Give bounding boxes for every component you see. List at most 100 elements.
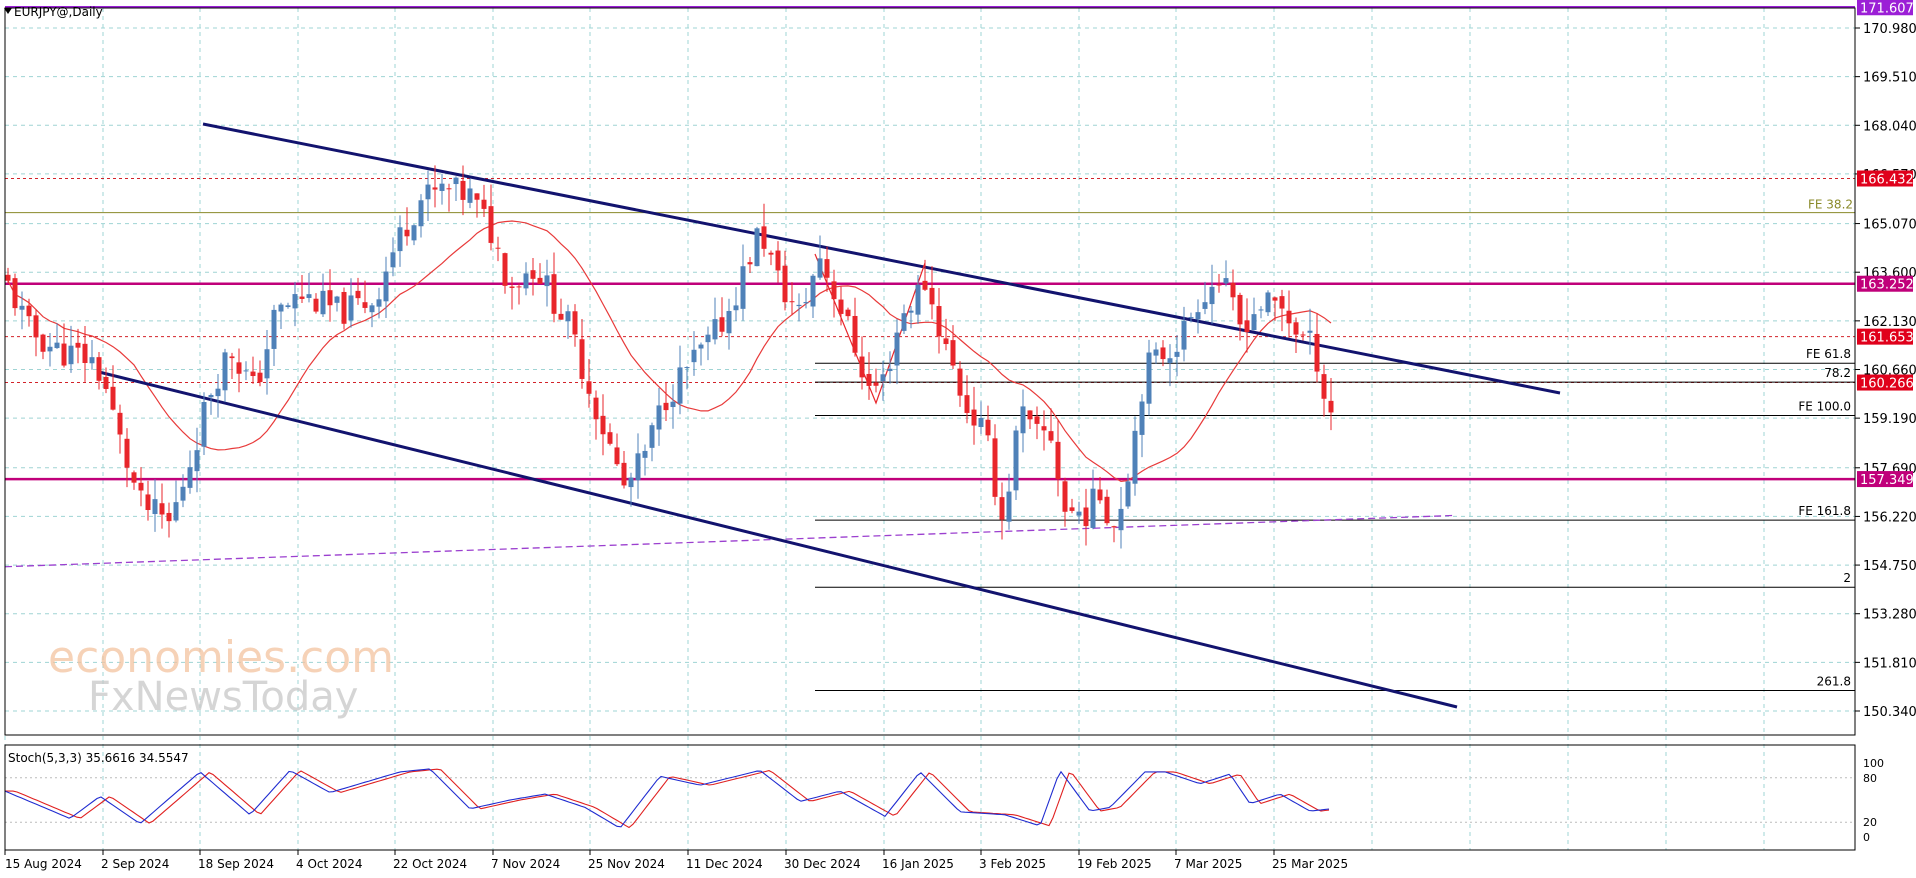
candle-bull <box>348 295 354 321</box>
level-label: 157.349 <box>1860 473 1914 488</box>
candle-bull <box>642 450 648 458</box>
level-label: 163.252 <box>1860 278 1914 293</box>
candle-bull <box>1153 349 1159 356</box>
date-tick-label: 25 Mar 2025 <box>1272 857 1348 871</box>
price-tick-label: 162.130 <box>1863 315 1916 330</box>
candle-bear <box>495 247 501 249</box>
title-triangle-icon <box>4 8 12 14</box>
candle-bear <box>502 253 508 286</box>
candle-bear <box>1300 334 1306 336</box>
candle-bear <box>558 313 564 320</box>
candle-bull <box>68 345 74 365</box>
candle-bear <box>1055 441 1061 480</box>
date-tick-label: 18 Sep 2024 <box>198 857 274 871</box>
level-label-bg <box>1857 471 1913 488</box>
channel-line <box>202 122 1561 395</box>
fib-label: FE 161.8 <box>1798 504 1851 518</box>
level-label-bg <box>1857 170 1913 187</box>
candle-bear <box>957 368 963 396</box>
candle-bull <box>635 453 641 481</box>
candle-bear <box>859 356 865 378</box>
level-label-bg <box>1857 0 1913 16</box>
candle-bear <box>838 299 844 314</box>
candle-bull <box>1188 317 1194 319</box>
candle-bear <box>1237 294 1243 325</box>
candle-bull <box>649 425 655 448</box>
date-tick-label: 16 Jan 2025 <box>882 857 954 871</box>
candle-bear <box>1048 431 1054 441</box>
candle-bear <box>5 274 11 281</box>
candle-bear <box>61 343 67 366</box>
candle-bull <box>180 486 186 501</box>
price-tick-label: 168.040 <box>1863 119 1916 134</box>
candle-bear <box>586 381 592 394</box>
candle-bear <box>719 317 725 332</box>
candle-bull <box>264 349 270 379</box>
candle-bull <box>810 275 816 307</box>
candle-bear <box>1321 374 1327 399</box>
candle-bear <box>250 371 256 377</box>
candle-bear <box>761 226 767 249</box>
candle-bull <box>908 310 914 313</box>
fib-label: 2 <box>1843 571 1851 585</box>
candle-bull <box>306 294 312 298</box>
candle-bear <box>782 265 788 303</box>
candle-bull <box>656 405 662 430</box>
abcd-pattern <box>814 253 926 405</box>
candle-bull <box>47 346 53 352</box>
price-tick-label: 159.190 <box>1863 412 1916 427</box>
candle-bull <box>698 344 704 349</box>
candle-bear <box>593 397 599 420</box>
candle-bull <box>1209 286 1215 305</box>
stoch-level-label: 100 <box>1863 757 1884 770</box>
candle-bear <box>110 386 116 410</box>
candle-bear <box>1083 507 1089 527</box>
candle-bear <box>1069 507 1075 511</box>
candle-bear <box>26 305 32 317</box>
candle-bull <box>544 275 550 287</box>
candle-bear <box>299 296 305 299</box>
candle-bull <box>565 311 571 322</box>
candle-bear <box>313 298 319 312</box>
date-tick-label: 2 Sep 2024 <box>101 857 169 871</box>
level-label-bg <box>1857 328 1913 345</box>
candle-bear <box>1230 282 1236 298</box>
candle-bear <box>551 274 557 314</box>
candle-bull <box>887 368 893 372</box>
price-panel-frame <box>4 7 1856 736</box>
candle-bear <box>845 309 851 317</box>
candle-bull <box>796 304 802 307</box>
candle-bull <box>754 228 760 267</box>
date-tick-label: 15 Aug 2024 <box>5 857 82 871</box>
fib-label: FE 100.0 <box>1798 399 1851 413</box>
stoch-panel-frame <box>4 744 1856 851</box>
candle-bear <box>1034 416 1040 424</box>
candle-bear <box>747 262 753 265</box>
candle-bull <box>1090 488 1096 528</box>
candle-bull <box>292 294 298 309</box>
candle-bear <box>103 376 109 389</box>
date-tick-label: 7 Mar 2025 <box>1174 857 1242 871</box>
stochastic-panel: 100 80 20 0 Stoch(5,3,3) 35.6616 34.5547 <box>4 751 1884 844</box>
candle-bear <box>257 372 263 383</box>
fibonacci-levels: FE 38.2 FE 61.8 78.2 FE 100.0 FE 161.8 2 261.8 <box>5 198 1855 691</box>
candle-bear <box>96 357 102 381</box>
candle-bull <box>243 370 249 372</box>
date-tick-label: 3 Feb 2025 <box>979 857 1046 871</box>
candle-bull <box>726 311 732 334</box>
candle-bull <box>1013 430 1019 491</box>
candle-bull <box>1006 491 1012 522</box>
candle-bull <box>1146 352 1152 404</box>
watermark-economies: economies.com <box>48 632 394 683</box>
candle-bull <box>390 252 396 268</box>
price-tick-label: 154.750 <box>1863 559 1916 574</box>
fib-label: 78.2 <box>1824 366 1851 380</box>
candle-bull <box>670 401 676 408</box>
candle-bear <box>229 356 235 359</box>
candle-bull <box>467 188 473 203</box>
candle-bull <box>1076 511 1082 516</box>
candle-bull <box>628 477 634 488</box>
candle-bull <box>691 349 697 363</box>
candle-bear <box>474 193 480 200</box>
